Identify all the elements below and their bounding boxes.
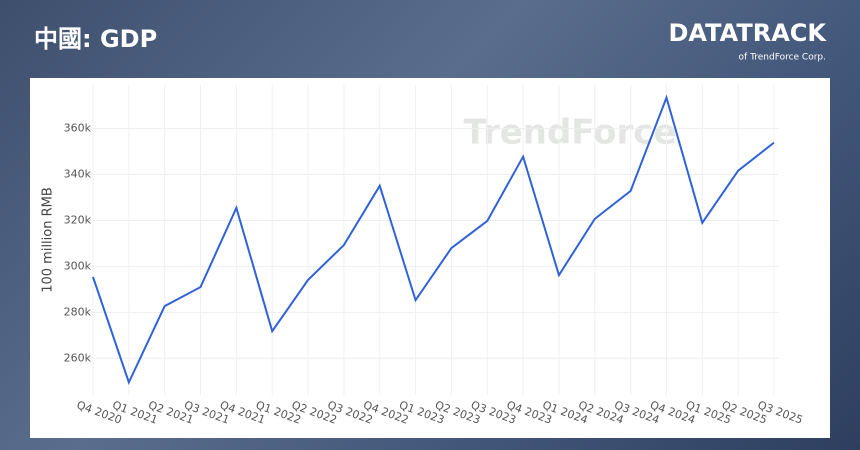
line bbox=[92, 94, 775, 386]
watermark: TrendForce bbox=[463, 113, 676, 153]
y-tick-label: 340k bbox=[64, 168, 92, 181]
y-tick-label: 300k bbox=[64, 259, 92, 272]
y-tick-label: 360k bbox=[64, 122, 92, 135]
y-axis-label: 100 million RMB bbox=[41, 187, 56, 293]
logo-tagline: of TrendForce Corp. bbox=[739, 53, 826, 63]
plot-panel bbox=[30, 78, 830, 438]
y-tick-label: 280k bbox=[64, 305, 92, 318]
logo: DATATRACK bbox=[669, 19, 828, 47]
chart-title: 中國: GDP bbox=[34, 25, 157, 53]
y-tick-label: 260k bbox=[64, 351, 92, 364]
y-tick-label: 320k bbox=[64, 213, 92, 226]
